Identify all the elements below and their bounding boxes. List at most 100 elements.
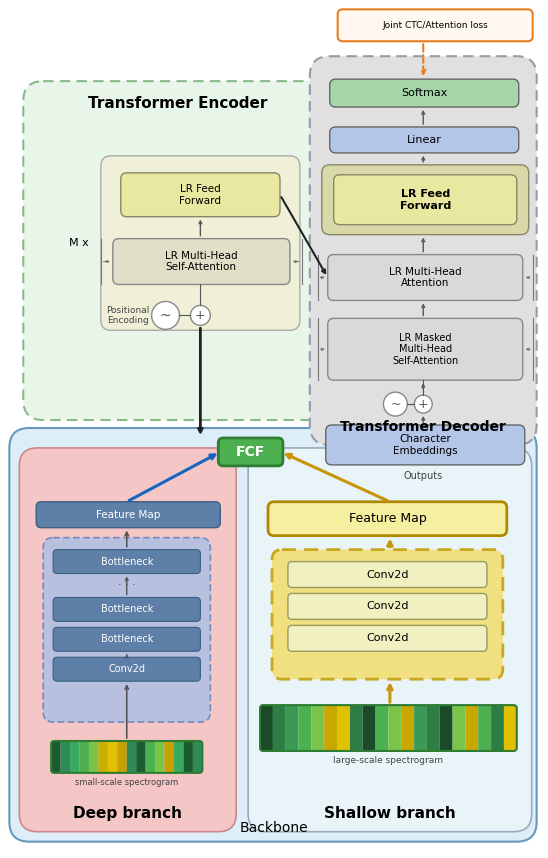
FancyBboxPatch shape [389,705,401,751]
FancyBboxPatch shape [127,741,136,773]
FancyBboxPatch shape [273,705,286,751]
FancyBboxPatch shape [288,562,487,588]
FancyBboxPatch shape [53,627,201,651]
Text: Outputs: Outputs [404,471,443,480]
FancyBboxPatch shape [53,657,201,681]
Text: Backbone: Backbone [239,821,309,835]
FancyBboxPatch shape [193,741,202,773]
Text: M x: M x [69,239,89,248]
FancyBboxPatch shape [310,57,536,445]
Text: LR Feed
Forward: LR Feed Forward [399,189,451,210]
Circle shape [414,396,432,413]
FancyBboxPatch shape [121,172,280,217]
FancyBboxPatch shape [43,538,210,722]
Circle shape [152,301,180,329]
FancyBboxPatch shape [401,705,414,751]
Text: LR Multi-Head
Self-Attention: LR Multi-Head Self-Attention [165,251,238,272]
FancyBboxPatch shape [478,705,491,751]
Circle shape [384,392,407,416]
FancyBboxPatch shape [334,175,517,225]
FancyBboxPatch shape [70,741,79,773]
FancyBboxPatch shape [61,741,70,773]
FancyBboxPatch shape [113,239,290,285]
FancyBboxPatch shape [328,255,523,300]
FancyBboxPatch shape [322,165,529,234]
FancyBboxPatch shape [260,705,273,751]
FancyBboxPatch shape [465,705,478,751]
Text: Shallow branch: Shallow branch [324,807,456,821]
Text: Joint CTC/Attention loss: Joint CTC/Attention loss [383,21,488,30]
FancyBboxPatch shape [375,705,389,751]
FancyBboxPatch shape [288,594,487,619]
Text: Softmax: Softmax [401,88,447,98]
FancyBboxPatch shape [491,705,504,751]
FancyBboxPatch shape [146,741,155,773]
Text: Conv2d: Conv2d [109,664,145,674]
Text: LR Masked
Multi-Head
Self-Attention: LR Masked Multi-Head Self-Attention [392,333,458,366]
FancyBboxPatch shape [36,502,220,528]
Text: +: + [195,309,206,322]
FancyBboxPatch shape [99,741,108,773]
Text: Feature Map: Feature Map [349,512,426,525]
FancyBboxPatch shape [439,705,453,751]
FancyBboxPatch shape [427,705,439,751]
Text: small-scale spectrogram: small-scale spectrogram [75,778,179,788]
FancyBboxPatch shape [324,705,337,751]
Text: Positional
Encoding: Positional Encoding [106,305,150,325]
FancyBboxPatch shape [79,741,89,773]
Text: . . .: . . . [118,577,136,587]
Text: Bottleneck: Bottleneck [101,557,153,566]
Text: ~: ~ [159,308,172,323]
FancyBboxPatch shape [337,705,350,751]
FancyBboxPatch shape [19,448,236,831]
FancyBboxPatch shape [288,625,487,651]
FancyBboxPatch shape [350,705,363,751]
Circle shape [190,305,210,325]
FancyBboxPatch shape [330,79,519,107]
FancyBboxPatch shape [218,438,283,466]
Text: LR Multi-Head
Attention: LR Multi-Head Attention [389,267,461,288]
Text: Conv2d: Conv2d [366,570,409,579]
FancyBboxPatch shape [136,741,146,773]
FancyBboxPatch shape [53,597,201,621]
FancyBboxPatch shape [311,705,324,751]
FancyBboxPatch shape [51,741,61,773]
Text: large-scale spectrogram: large-scale spectrogram [333,757,443,765]
FancyBboxPatch shape [89,741,99,773]
FancyBboxPatch shape [504,705,517,751]
FancyBboxPatch shape [286,705,299,751]
FancyBboxPatch shape [164,741,174,773]
FancyBboxPatch shape [248,448,532,831]
FancyBboxPatch shape [330,127,519,153]
Text: ~: ~ [390,397,401,411]
FancyBboxPatch shape [414,705,427,751]
Text: LR Feed
Forward: LR Feed Forward [179,184,221,206]
FancyBboxPatch shape [272,550,503,680]
Text: Transformer Decoder: Transformer Decoder [340,420,506,434]
FancyBboxPatch shape [453,705,465,751]
FancyBboxPatch shape [174,741,184,773]
FancyBboxPatch shape [23,82,332,420]
Text: Linear: Linear [407,135,442,145]
FancyBboxPatch shape [117,741,127,773]
Text: Deep branch: Deep branch [73,807,182,821]
Text: Bottleneck: Bottleneck [101,604,153,614]
Text: Character
Embeddings: Character Embeddings [393,434,458,456]
FancyBboxPatch shape [299,705,311,751]
FancyBboxPatch shape [9,428,536,842]
FancyBboxPatch shape [101,156,300,330]
FancyBboxPatch shape [326,425,525,465]
Text: Feature Map: Feature Map [96,510,161,520]
Text: Transformer Encoder: Transformer Encoder [88,95,267,111]
FancyBboxPatch shape [363,705,375,751]
Text: Conv2d: Conv2d [366,633,409,644]
FancyBboxPatch shape [155,741,164,773]
Text: Conv2d: Conv2d [366,601,409,612]
FancyBboxPatch shape [184,741,193,773]
FancyBboxPatch shape [338,9,533,41]
Text: +: + [418,397,429,411]
FancyBboxPatch shape [328,318,523,380]
FancyBboxPatch shape [53,550,201,573]
FancyBboxPatch shape [108,741,117,773]
FancyBboxPatch shape [268,502,507,535]
